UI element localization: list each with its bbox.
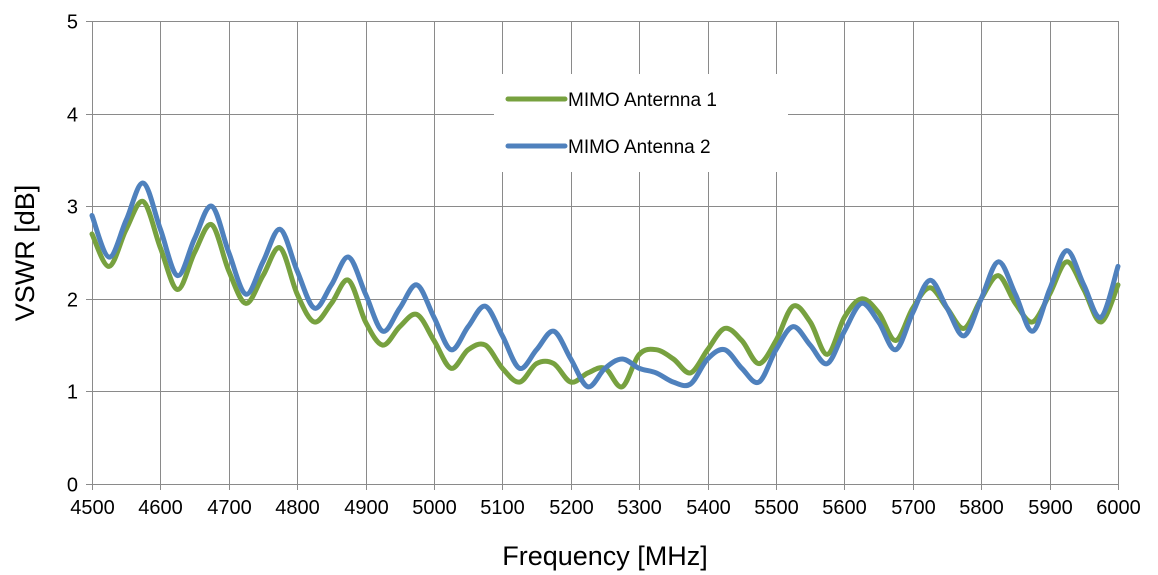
x-tick-label: 5900 bbox=[1028, 497, 1073, 519]
x-tick-label: 6000 bbox=[1096, 497, 1141, 519]
x-tick-label: 5700 bbox=[891, 497, 936, 519]
x-tick-label: 4900 bbox=[344, 497, 389, 519]
x-tick-label: 5500 bbox=[754, 497, 799, 519]
y-axis-title: VSWR [dB] bbox=[10, 185, 40, 322]
x-tick-label: 4600 bbox=[138, 497, 183, 519]
legend-background bbox=[494, 74, 788, 172]
x-tick-label: 5300 bbox=[617, 497, 662, 519]
gridlines bbox=[92, 21, 1119, 484]
y-tick-label: 1 bbox=[67, 382, 78, 404]
legend-label-series-2: MIMO Antenna 2 bbox=[568, 137, 711, 158]
x-tick-label: 5800 bbox=[959, 497, 1004, 519]
y-tick-label: 2 bbox=[67, 290, 78, 312]
x-tick-label: 5400 bbox=[686, 497, 731, 519]
x-tick-labels: 4500 4600 4700 4800 4900 5000 5100 5200 5300 5400… bbox=[70, 497, 1141, 519]
x-tick-label: 5000 bbox=[412, 497, 457, 519]
legend-label-series-1: MIMO Anternna 1 bbox=[568, 90, 717, 111]
axes bbox=[86, 21, 1119, 490]
series-lines bbox=[89, 180, 1121, 390]
y-tick-labels: 0 1 2 3 4 5 bbox=[67, 12, 78, 497]
y-tick-label: 5 bbox=[67, 12, 78, 34]
x-tick-label: 4700 bbox=[207, 497, 252, 519]
y-tick-label: 4 bbox=[67, 105, 78, 127]
x-tick-label: 4500 bbox=[70, 497, 115, 519]
x-tick-label: 5100 bbox=[480, 497, 525, 519]
legend: MIMO Anternna 1 MIMO Antenna 2 bbox=[494, 74, 788, 172]
series-line-2 bbox=[89, 180, 1121, 390]
x-tick-label: 4800 bbox=[275, 497, 320, 519]
x-tick-label: 5600 bbox=[822, 497, 867, 519]
y-tick-label: 3 bbox=[67, 197, 78, 219]
x-tick-label: 5200 bbox=[549, 497, 594, 519]
x-axis-title: Frequency [MHz] bbox=[502, 541, 708, 571]
y-tick-label: 0 bbox=[67, 475, 78, 497]
